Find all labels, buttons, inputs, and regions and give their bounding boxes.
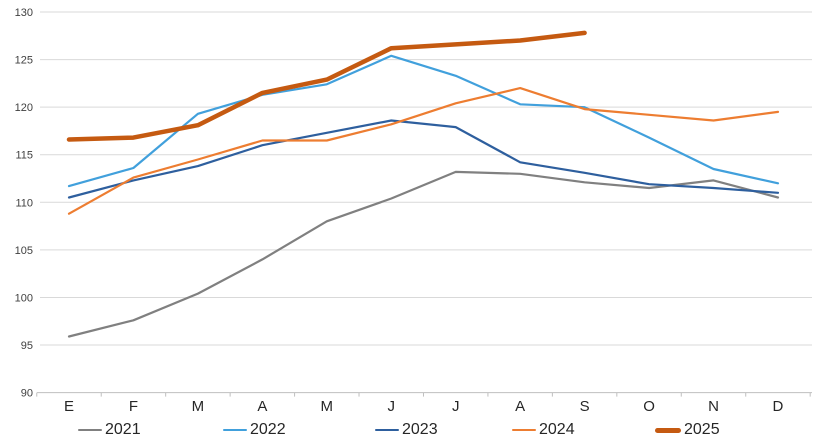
legend-label-2022: 2022 [250,421,286,438]
series-line-2024 [67,86,780,215]
x-axis-label: J [452,398,460,415]
y-axis-label: 130 [15,7,33,19]
x-axis-label: A [257,398,267,415]
x-axis-label: N [708,398,719,415]
x-axis-label: D [773,398,784,415]
y-axis-label: 90 [21,388,33,400]
y-axis-label: 110 [15,197,33,209]
x-axis-label: S [580,398,590,415]
legend-item-2021: 2021 [78,419,141,441]
legend-swatch-2025 [655,427,681,433]
y-axis-label: 95 [21,340,33,352]
x-axis-label: M [321,398,334,415]
legend-item-2024: 2024 [512,419,575,441]
series-line-2022 [67,54,780,188]
legend-label-2023: 2023 [402,421,438,438]
series-line-2021 [67,170,780,338]
legend-label-2024: 2024 [539,421,575,438]
legend-swatch-2023 [375,428,399,432]
y-axis-label: 115 [15,150,33,162]
y-axis-label: 120 [15,102,33,114]
series-line-2025 [66,30,587,142]
plot-area: 90 95 100 105 110 115 120 125 130 E F M A M J J A S O N D [15,7,812,415]
x-axis-label: O [643,398,655,415]
legend-label-2021: 2021 [105,421,141,438]
legend-item-2023: 2023 [375,419,438,441]
series-line-2023 [67,119,780,199]
y-axis-label: 105 [15,245,33,257]
legend-swatch-2024 [512,428,536,432]
legend-item-2025: 2025 [655,419,720,441]
y-axis-label: 125 [15,55,33,67]
legend-swatch-2022 [223,428,247,432]
x-axis-label: A [515,398,525,415]
legend-label-2025: 2025 [684,421,720,438]
legend-item-2022: 2022 [223,419,286,441]
x-axis-label: M [192,398,205,415]
x-axis-label: J [388,398,396,415]
y-axis-label: 100 [15,292,33,304]
x-axis-label: E [64,398,74,415]
chart-legend: 2021 2022 2023 2024 2025 [0,419,820,443]
x-axis-label: F [129,398,138,415]
legend-swatch-2021 [78,428,102,432]
